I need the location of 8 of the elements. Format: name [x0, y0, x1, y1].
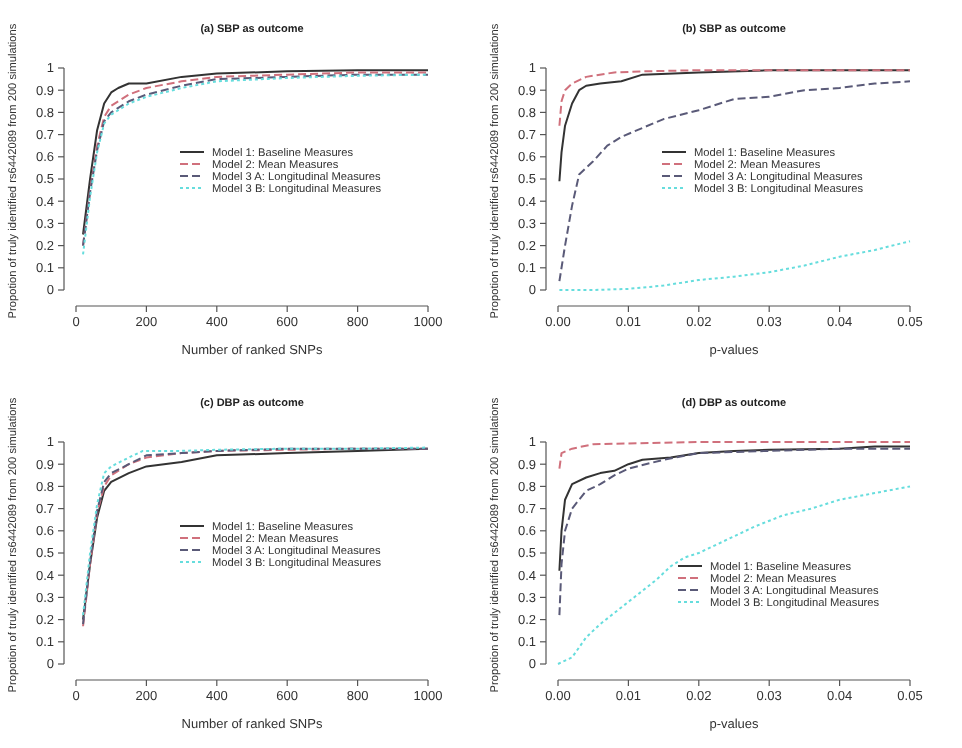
line-series	[558, 240, 911, 291]
line-series	[557, 485, 911, 665]
line-series	[558, 441, 911, 470]
line-series	[558, 69, 911, 183]
line-series	[558, 447, 911, 617]
line-series	[558, 80, 911, 283]
line-series	[558, 445, 911, 572]
line-series	[558, 69, 911, 127]
